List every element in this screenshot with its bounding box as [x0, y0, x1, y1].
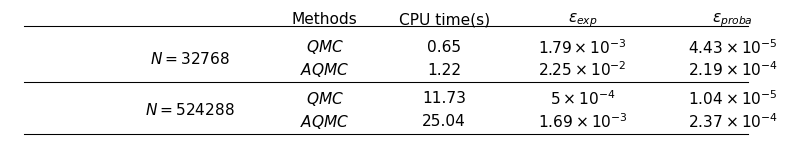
Text: 11.73: 11.73 — [422, 91, 466, 106]
Text: $QMC$: $QMC$ — [305, 89, 344, 107]
Text: $AQMC$: $AQMC$ — [300, 112, 349, 130]
Text: CPU time(s): CPU time(s) — [398, 12, 490, 27]
Text: $\varepsilon_{exp}$: $\varepsilon_{exp}$ — [567, 11, 597, 29]
Text: $N = 524288$: $N = 524288$ — [145, 102, 235, 117]
Text: $N = 32768$: $N = 32768$ — [150, 50, 230, 66]
Text: $1.69 \times 10^{-3}$: $1.69 \times 10^{-3}$ — [538, 112, 627, 130]
Text: $2.19 \times 10^{-4}$: $2.19 \times 10^{-4}$ — [688, 60, 778, 79]
Text: $4.43 \times 10^{-5}$: $4.43 \times 10^{-5}$ — [688, 38, 778, 56]
Text: $2.25 \times 10^{-2}$: $2.25 \times 10^{-2}$ — [538, 60, 626, 79]
Text: $\varepsilon_{proba}$: $\varepsilon_{proba}$ — [712, 11, 753, 29]
Text: $QMC$: $QMC$ — [305, 38, 344, 56]
Text: $AQMC$: $AQMC$ — [300, 61, 349, 79]
Text: 0.65: 0.65 — [427, 39, 461, 54]
Text: $1.79 \times 10^{-3}$: $1.79 \times 10^{-3}$ — [538, 38, 626, 56]
Text: $1.04 \times 10^{-5}$: $1.04 \times 10^{-5}$ — [688, 89, 778, 107]
Text: 25.04: 25.04 — [422, 113, 466, 128]
Text: Methods: Methods — [292, 12, 357, 27]
Text: $2.37 \times 10^{-4}$: $2.37 \times 10^{-4}$ — [688, 112, 778, 130]
Text: $5 \times 10^{-4}$: $5 \times 10^{-4}$ — [549, 89, 615, 107]
Text: 1.22: 1.22 — [427, 62, 461, 77]
